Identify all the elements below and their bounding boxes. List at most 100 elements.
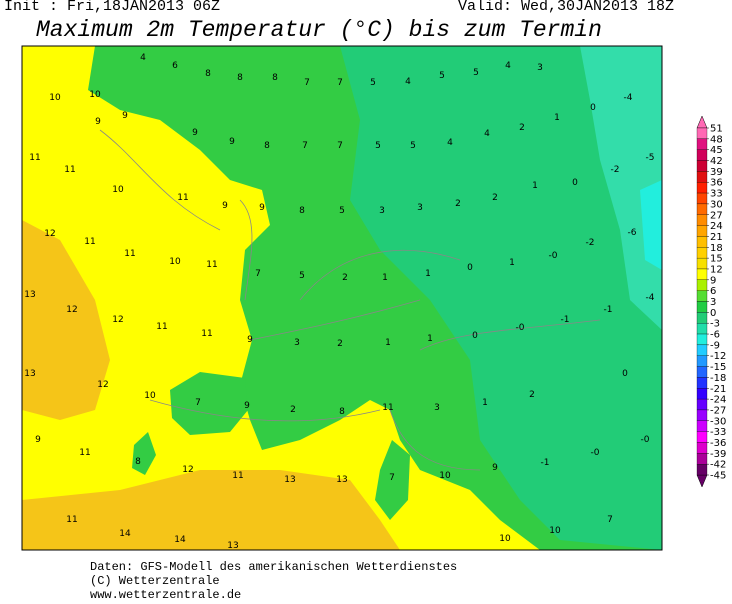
map-value-label: 9: [492, 463, 498, 473]
map-value-label: 4: [484, 129, 490, 139]
map-value-label: 11: [177, 193, 188, 203]
map-value-label: 14: [119, 529, 131, 539]
map-value-label: 11: [382, 403, 393, 413]
map-value-label: -0: [591, 448, 600, 458]
map-value-label: 2: [337, 339, 343, 349]
colorbar-tick-label: 45: [710, 145, 723, 156]
map-value-label: 13: [336, 475, 347, 485]
map-value-label: 9: [244, 401, 250, 411]
colorbar-tick-label: 0: [710, 308, 716, 319]
map-value-label: 8: [299, 206, 305, 216]
map-value-label: 13: [24, 369, 35, 379]
map-value-label: 5: [370, 78, 376, 88]
map-value-label: 7: [337, 141, 343, 151]
map-value-label: 12: [66, 305, 77, 315]
colorbar-tick-label: -33: [710, 427, 726, 438]
map-value-label: 10: [112, 185, 124, 195]
colorbar-segment: [696, 312, 708, 324]
colorbar-tick-label: 39: [710, 167, 723, 178]
cold-region: [580, 46, 662, 330]
colorbar-segment: [696, 138, 708, 150]
footer-line: (C) Wetterzentrale: [90, 574, 220, 588]
map-value-label: 2: [492, 193, 498, 203]
map-title: Maximum 2m Temperatur (°C) bis zum Termi…: [36, 17, 602, 43]
map-value-label: 9: [247, 335, 253, 345]
map-value-label: 11: [29, 153, 40, 163]
colorbar-tick-label: -42: [710, 460, 726, 471]
colorbar-tick-label: -9: [710, 340, 720, 351]
colorbar-segment: [696, 290, 708, 302]
map-value-label: 9: [229, 137, 235, 147]
colorbar-tick-label: -15: [710, 362, 726, 373]
map-value-label: 0: [467, 263, 473, 273]
cold-region: [640, 180, 662, 270]
map-value-label: 3: [294, 338, 300, 348]
colorbar-segment: [696, 453, 708, 465]
map-value-label: 8: [339, 407, 345, 417]
colorbar-segment: [696, 127, 708, 139]
colorbar-tick-label: -45: [710, 471, 726, 482]
map-value-label: 11: [124, 249, 135, 259]
colorbar-segment: [696, 257, 708, 270]
colorbar-segment: [696, 279, 708, 291]
map-value-label: -0: [641, 435, 650, 445]
colorbar-tick-label: 48: [710, 134, 723, 145]
colorbar-segment: [696, 442, 708, 454]
colorbar-segment: [696, 236, 708, 248]
map-value-label: 11: [201, 329, 212, 339]
map-value-label: 5: [410, 141, 416, 151]
map-value-label: 5: [473, 68, 479, 78]
mild-region: [375, 440, 410, 520]
map-value-label: 11: [66, 515, 77, 525]
warm-region: [22, 220, 110, 420]
colorbar-tick-label: 33: [710, 189, 723, 200]
colorbar-tick-label: 27: [710, 210, 723, 221]
map-value-label: 2: [519, 123, 525, 133]
colorbar-segment: [696, 225, 708, 237]
map-value-label: -4: [624, 93, 633, 103]
map-value-label: 12: [112, 315, 123, 325]
footer-line: Daten: GFS-Modell des amerikanischen Wet…: [90, 560, 457, 574]
map-frame: [21, 45, 663, 551]
colorbar-segment: [696, 214, 708, 226]
colorbar-segment: [696, 149, 708, 161]
colorbar-segment: [696, 355, 708, 367]
colorbar: 51484542393633302724211815129630-3-6-9-1…: [696, 115, 726, 488]
map-value-label: 5: [299, 271, 305, 281]
map-value-label: 9: [95, 117, 101, 127]
map-value-label: 14: [174, 535, 186, 545]
map-value-label: 12: [97, 380, 108, 390]
map-value-label: 9: [35, 435, 41, 445]
colorbar-tick-label: 36: [710, 178, 723, 189]
colorbar-tick-label: 51: [710, 124, 723, 135]
map-value-label: 7: [607, 515, 613, 525]
map: [21, 45, 663, 551]
map-value-label: 11: [232, 471, 243, 481]
map-value-label: -6: [628, 228, 637, 238]
colorbar-segment: [696, 398, 708, 411]
colorbar-tick-label: 21: [710, 232, 723, 243]
map-value-label: 10: [169, 257, 181, 267]
colorbar-tick-label: 3: [710, 297, 716, 308]
footer-line: www.wetterzentrale.de: [90, 588, 241, 602]
colorbar-tick-label: 30: [710, 199, 723, 210]
map-value-label: 1: [532, 181, 538, 191]
map-value-label: 4: [505, 61, 511, 71]
colorbar-segment: [696, 247, 708, 259]
map-value-label: -0: [549, 251, 558, 261]
map-value-label: -1: [604, 305, 613, 315]
colorbar-segment: [696, 301, 708, 313]
map-value-label: 8: [264, 141, 270, 151]
colorbar-segment: [696, 192, 708, 205]
colorbar-segment: [696, 464, 708, 476]
map-value-label: 13: [284, 475, 295, 485]
map-value-label: 2: [455, 199, 461, 209]
map-value-label: 7: [337, 78, 343, 88]
map-value-label: 9: [192, 128, 198, 138]
map-value-label: 3: [379, 206, 385, 216]
map-value-label: 11: [206, 260, 217, 270]
cool-region: [340, 46, 662, 550]
colorbar-tick-label: 24: [710, 221, 723, 232]
map-value-label: 1: [385, 338, 391, 348]
